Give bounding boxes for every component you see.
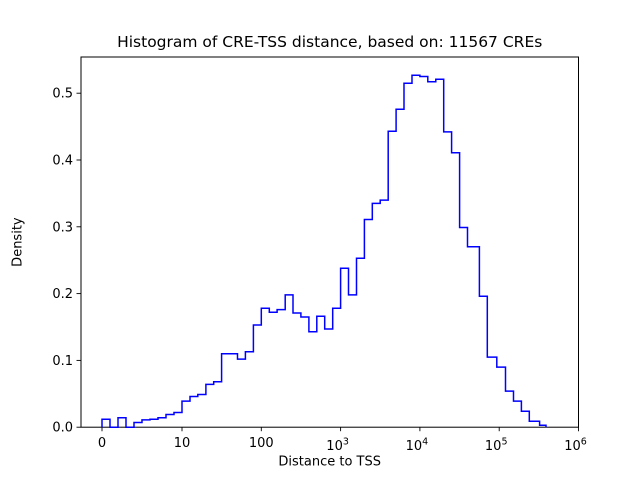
y-tick-label: 0.1: [52, 354, 73, 369]
x-tick-label: 0: [98, 436, 106, 451]
y-tick-label: 0.5: [52, 87, 73, 102]
y-axis-label: Density: [11, 217, 26, 267]
histogram-step-line: [101, 74, 547, 428]
y-tick-label: 0.2: [52, 287, 73, 302]
axes-spines: [80, 56, 579, 428]
x-tick-label: 106: [564, 437, 587, 455]
axes: 0 10 100 103 104 105 106 0.0 0.1 0.2 0.3 0.4 0.5: [52, 56, 587, 455]
y-tick-label: 0.4: [52, 154, 73, 169]
y-tick-label: 0.3: [52, 220, 73, 235]
x-tick-label: 100: [249, 436, 274, 451]
x-tick-label: 10: [174, 436, 191, 451]
y-tick-label: 0.0: [52, 421, 73, 436]
x-axis-label: Distance to TSS: [278, 455, 381, 470]
x-tick-label: 103: [326, 437, 349, 455]
plot-title: Histogram of CRE-TSS distance, based on:…: [117, 33, 542, 51]
x-tick-label: 104: [406, 437, 429, 455]
x-tick-label: 105: [485, 437, 508, 455]
